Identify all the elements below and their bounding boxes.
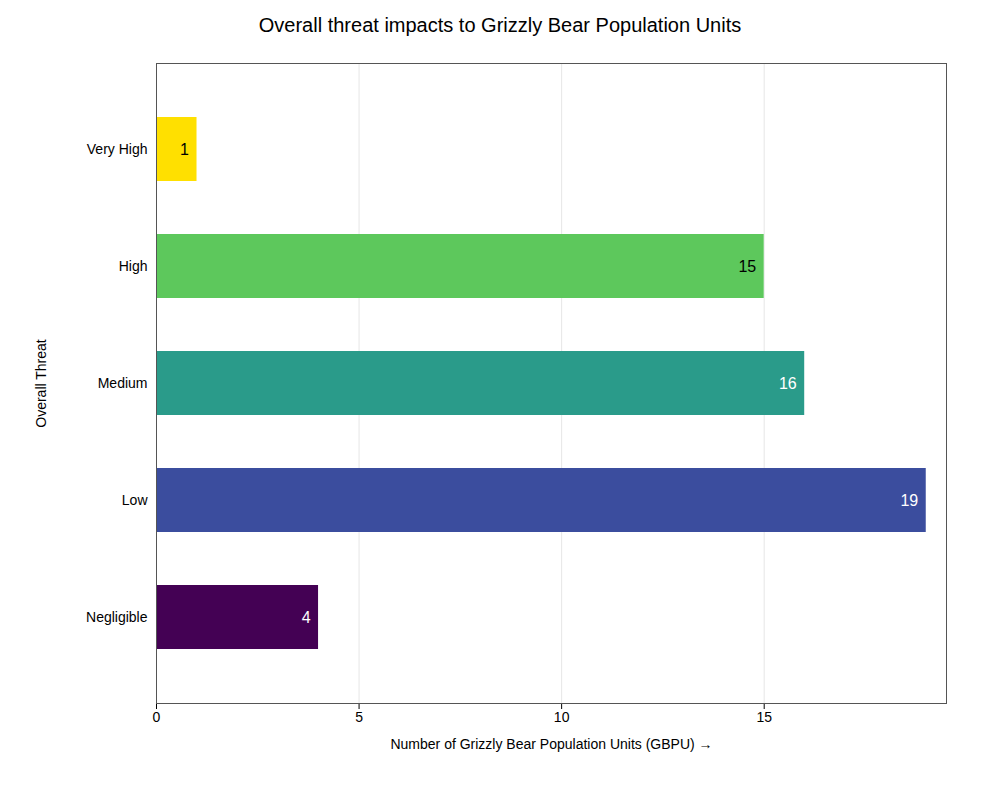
html-text:Overall threat impacts to Griz: Overall threat impacts to Grizzly Bear P… (258, 14, 742, 36)
svg-text:Number of Grizzly Bear Populat: Number of Grizzly Bear Population Units … (390, 736, 712, 752)
svg-text:Low: Low (122, 492, 149, 508)
svg-text:5: 5 (355, 709, 363, 725)
svg-text:0: 0 (153, 709, 161, 725)
svg-text:Medium: Medium (98, 375, 148, 391)
svg-text:15: 15 (756, 709, 772, 725)
svg-text:High: High (119, 258, 148, 274)
svg-text:15: 15 (738, 258, 756, 275)
svg-text:16: 16 (779, 375, 797, 392)
svg-text:10: 10 (554, 709, 570, 725)
svg-text:Negligible: Negligible (86, 609, 148, 625)
svg-text:Very High: Very High (87, 141, 148, 157)
svg-text:19: 19 (900, 492, 918, 509)
svg-text:4: 4 (302, 609, 311, 626)
svg-text:1: 1 (180, 141, 189, 158)
svg-text:Overall Threat: Overall Threat (33, 339, 49, 428)
